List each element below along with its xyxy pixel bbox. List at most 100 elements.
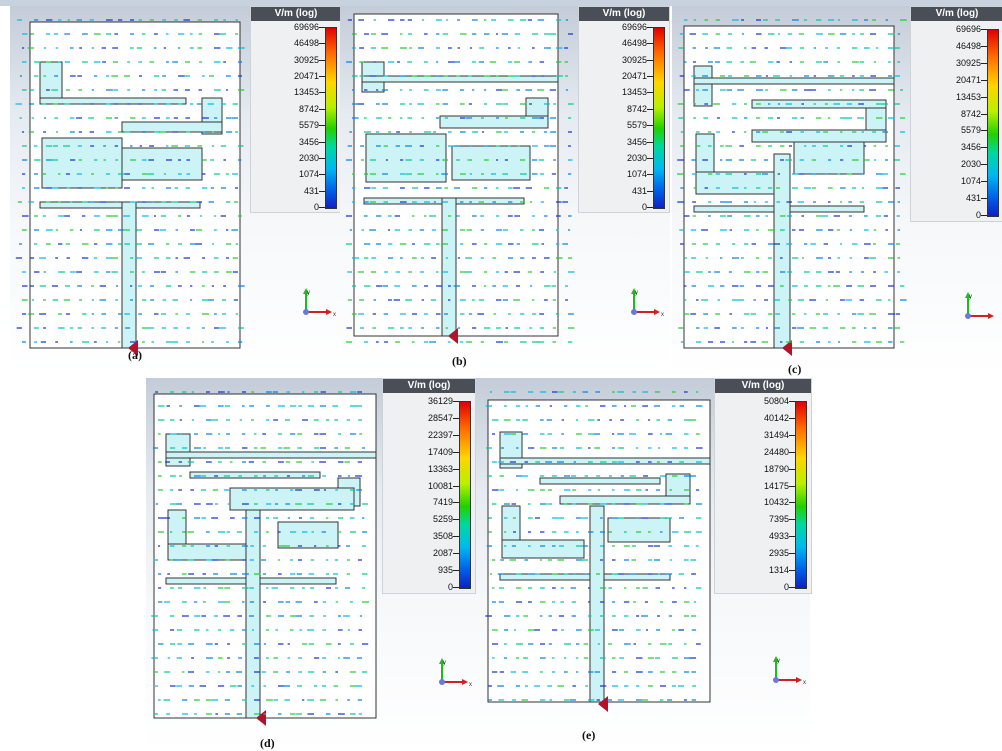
legend-tick-label: 20471 — [293, 71, 319, 82]
legend-tick-label: 14175 — [763, 480, 789, 491]
legend-tick-mark — [319, 43, 325, 45]
legend-tick-label: 46498 — [621, 38, 647, 49]
legend-tick-label: 28547 — [427, 412, 453, 423]
legend-tick-mark — [319, 207, 325, 208]
legend-tick-label: 8742 — [960, 108, 981, 119]
legend-tick-mark — [453, 519, 459, 521]
legend-tick-mark — [647, 27, 653, 28]
panel-caption: (b) — [452, 354, 467, 368]
axes-triad-icon: y x — [773, 656, 806, 686]
x-axis-label: x — [803, 680, 806, 686]
legend-tick-label: 1074 — [298, 169, 319, 180]
legend-tick-mark — [453, 570, 459, 572]
legend-tick-mark — [453, 587, 459, 588]
legend-tick-label: 69696 — [293, 22, 319, 32]
legend-tick-mark — [647, 92, 653, 94]
legend-tick-label: 0 — [641, 202, 647, 212]
legend-tick-label: 5579 — [298, 120, 319, 131]
legend-tick-mark — [981, 29, 987, 30]
legend-tick-label: 46498 — [293, 38, 319, 49]
axes-triad-icon: y — [965, 292, 994, 319]
legend-tick-mark — [789, 570, 795, 572]
legend-tick-mark — [981, 45, 987, 47]
legend-tick-label: 20471 — [621, 71, 647, 82]
legend: V/m (log) 50804 40142 31494 24480 18790 14175… — [714, 378, 812, 594]
legend-tick-mark — [319, 92, 325, 94]
x-axis-label: x — [661, 312, 664, 318]
legend-tick-label: 13363 — [427, 463, 453, 474]
field-plot — [345, 13, 575, 344]
color-bar — [325, 27, 337, 209]
legend-tick-mark — [789, 519, 795, 521]
field-arrows — [151, 391, 369, 715]
x-axis-label: x — [333, 312, 336, 318]
legend-tick-mark — [647, 174, 653, 176]
panel-e: V/m (log) 50804 40142 31494 24480 18790 14175… — [480, 378, 812, 751]
legend-tick-label: 22397 — [427, 429, 453, 440]
legend-tick-label: 40142 — [763, 412, 789, 423]
legend-tick-label: 0 — [447, 582, 453, 592]
legend-tick-label: 2030 — [626, 152, 647, 163]
legend: V/m (log) 69696 46498 30925 20471 13453 8742 5… — [578, 6, 670, 213]
legend-tick-label: 18790 — [763, 463, 789, 474]
legend-tick-label: 0 — [975, 210, 981, 220]
legend-tick-mark — [981, 181, 987, 183]
legend-tick-mark — [981, 62, 987, 64]
legend-tick-mark — [453, 468, 459, 470]
x-axis-label: x — [469, 682, 472, 688]
color-bar — [987, 29, 999, 217]
legend-tick-mark — [647, 157, 653, 159]
legend: V/m (log) 36129 28547 22397 17409 13363 10081… — [382, 378, 476, 594]
field-arrows — [677, 19, 907, 343]
legend-tick-mark — [319, 59, 325, 61]
color-bar — [459, 401, 471, 589]
legend-tick-label: 4933 — [768, 531, 789, 542]
y-axis-label: y — [307, 290, 310, 296]
legend-title: V/m (log) — [911, 7, 1002, 21]
panel-b: V/m (log) 69696 46498 30925 20471 13453 8742 5… — [340, 6, 670, 370]
legend-tick-label: 24480 — [763, 446, 789, 457]
legend-tick-label: 3508 — [432, 531, 453, 542]
legend-tick-mark — [647, 125, 653, 127]
panel-caption: (e) — [582, 728, 596, 742]
legend-tick-mark — [319, 141, 325, 143]
legend-tick-mark — [789, 536, 795, 538]
legend-tick-label: 13453 — [621, 87, 647, 98]
legend-title: V/m (log) — [579, 7, 669, 21]
legend-tick-mark — [453, 502, 459, 504]
legend-tick-label: 10432 — [763, 497, 789, 508]
legend-tick-label: 8742 — [626, 103, 647, 114]
legend-tick-label: 5579 — [960, 125, 981, 136]
legend-title: V/m (log) — [715, 379, 811, 393]
legend-tick-label: 30925 — [955, 57, 981, 68]
legend-tick-mark — [453, 553, 459, 555]
color-bar — [653, 27, 665, 209]
legend-tick-label: 7419 — [432, 497, 453, 508]
legend-tick-label: 31494 — [763, 429, 789, 440]
legend-title: V/m (log) — [251, 7, 341, 21]
legend-tick-label: 30925 — [293, 54, 319, 65]
legend-tick-label: 431 — [965, 193, 981, 204]
legend-tick-mark — [647, 141, 653, 143]
legend-tick-mark — [981, 96, 987, 98]
legend-tick-mark — [981, 215, 987, 216]
legend-tick-label: 36129 — [427, 396, 453, 406]
legend-tick-label: 2087 — [432, 548, 453, 559]
legend-tick-mark — [789, 434, 795, 436]
legend-tick-label: 13453 — [955, 91, 981, 102]
legend-tick-label: 2935 — [768, 548, 789, 559]
legend-tick-mark — [789, 401, 795, 402]
legend-tick-label: 5579 — [626, 120, 647, 131]
legend: V/m (log) 69696 46498 30925 20471 13453 8742 5… — [250, 6, 342, 213]
field-plot — [15, 19, 245, 356]
legend-tick-label: 10081 — [427, 480, 453, 491]
panel-caption: (c) — [788, 362, 802, 376]
legend-tick-mark — [647, 108, 653, 110]
legend-tick-mark — [453, 485, 459, 487]
field-plot — [151, 391, 377, 726]
legend-tick-label: 17409 — [427, 446, 453, 457]
legend-tick-mark — [319, 125, 325, 127]
legend-tick-label: 69696 — [955, 24, 981, 34]
legend-tick-mark — [319, 174, 325, 176]
legend-tick-mark — [647, 190, 653, 192]
